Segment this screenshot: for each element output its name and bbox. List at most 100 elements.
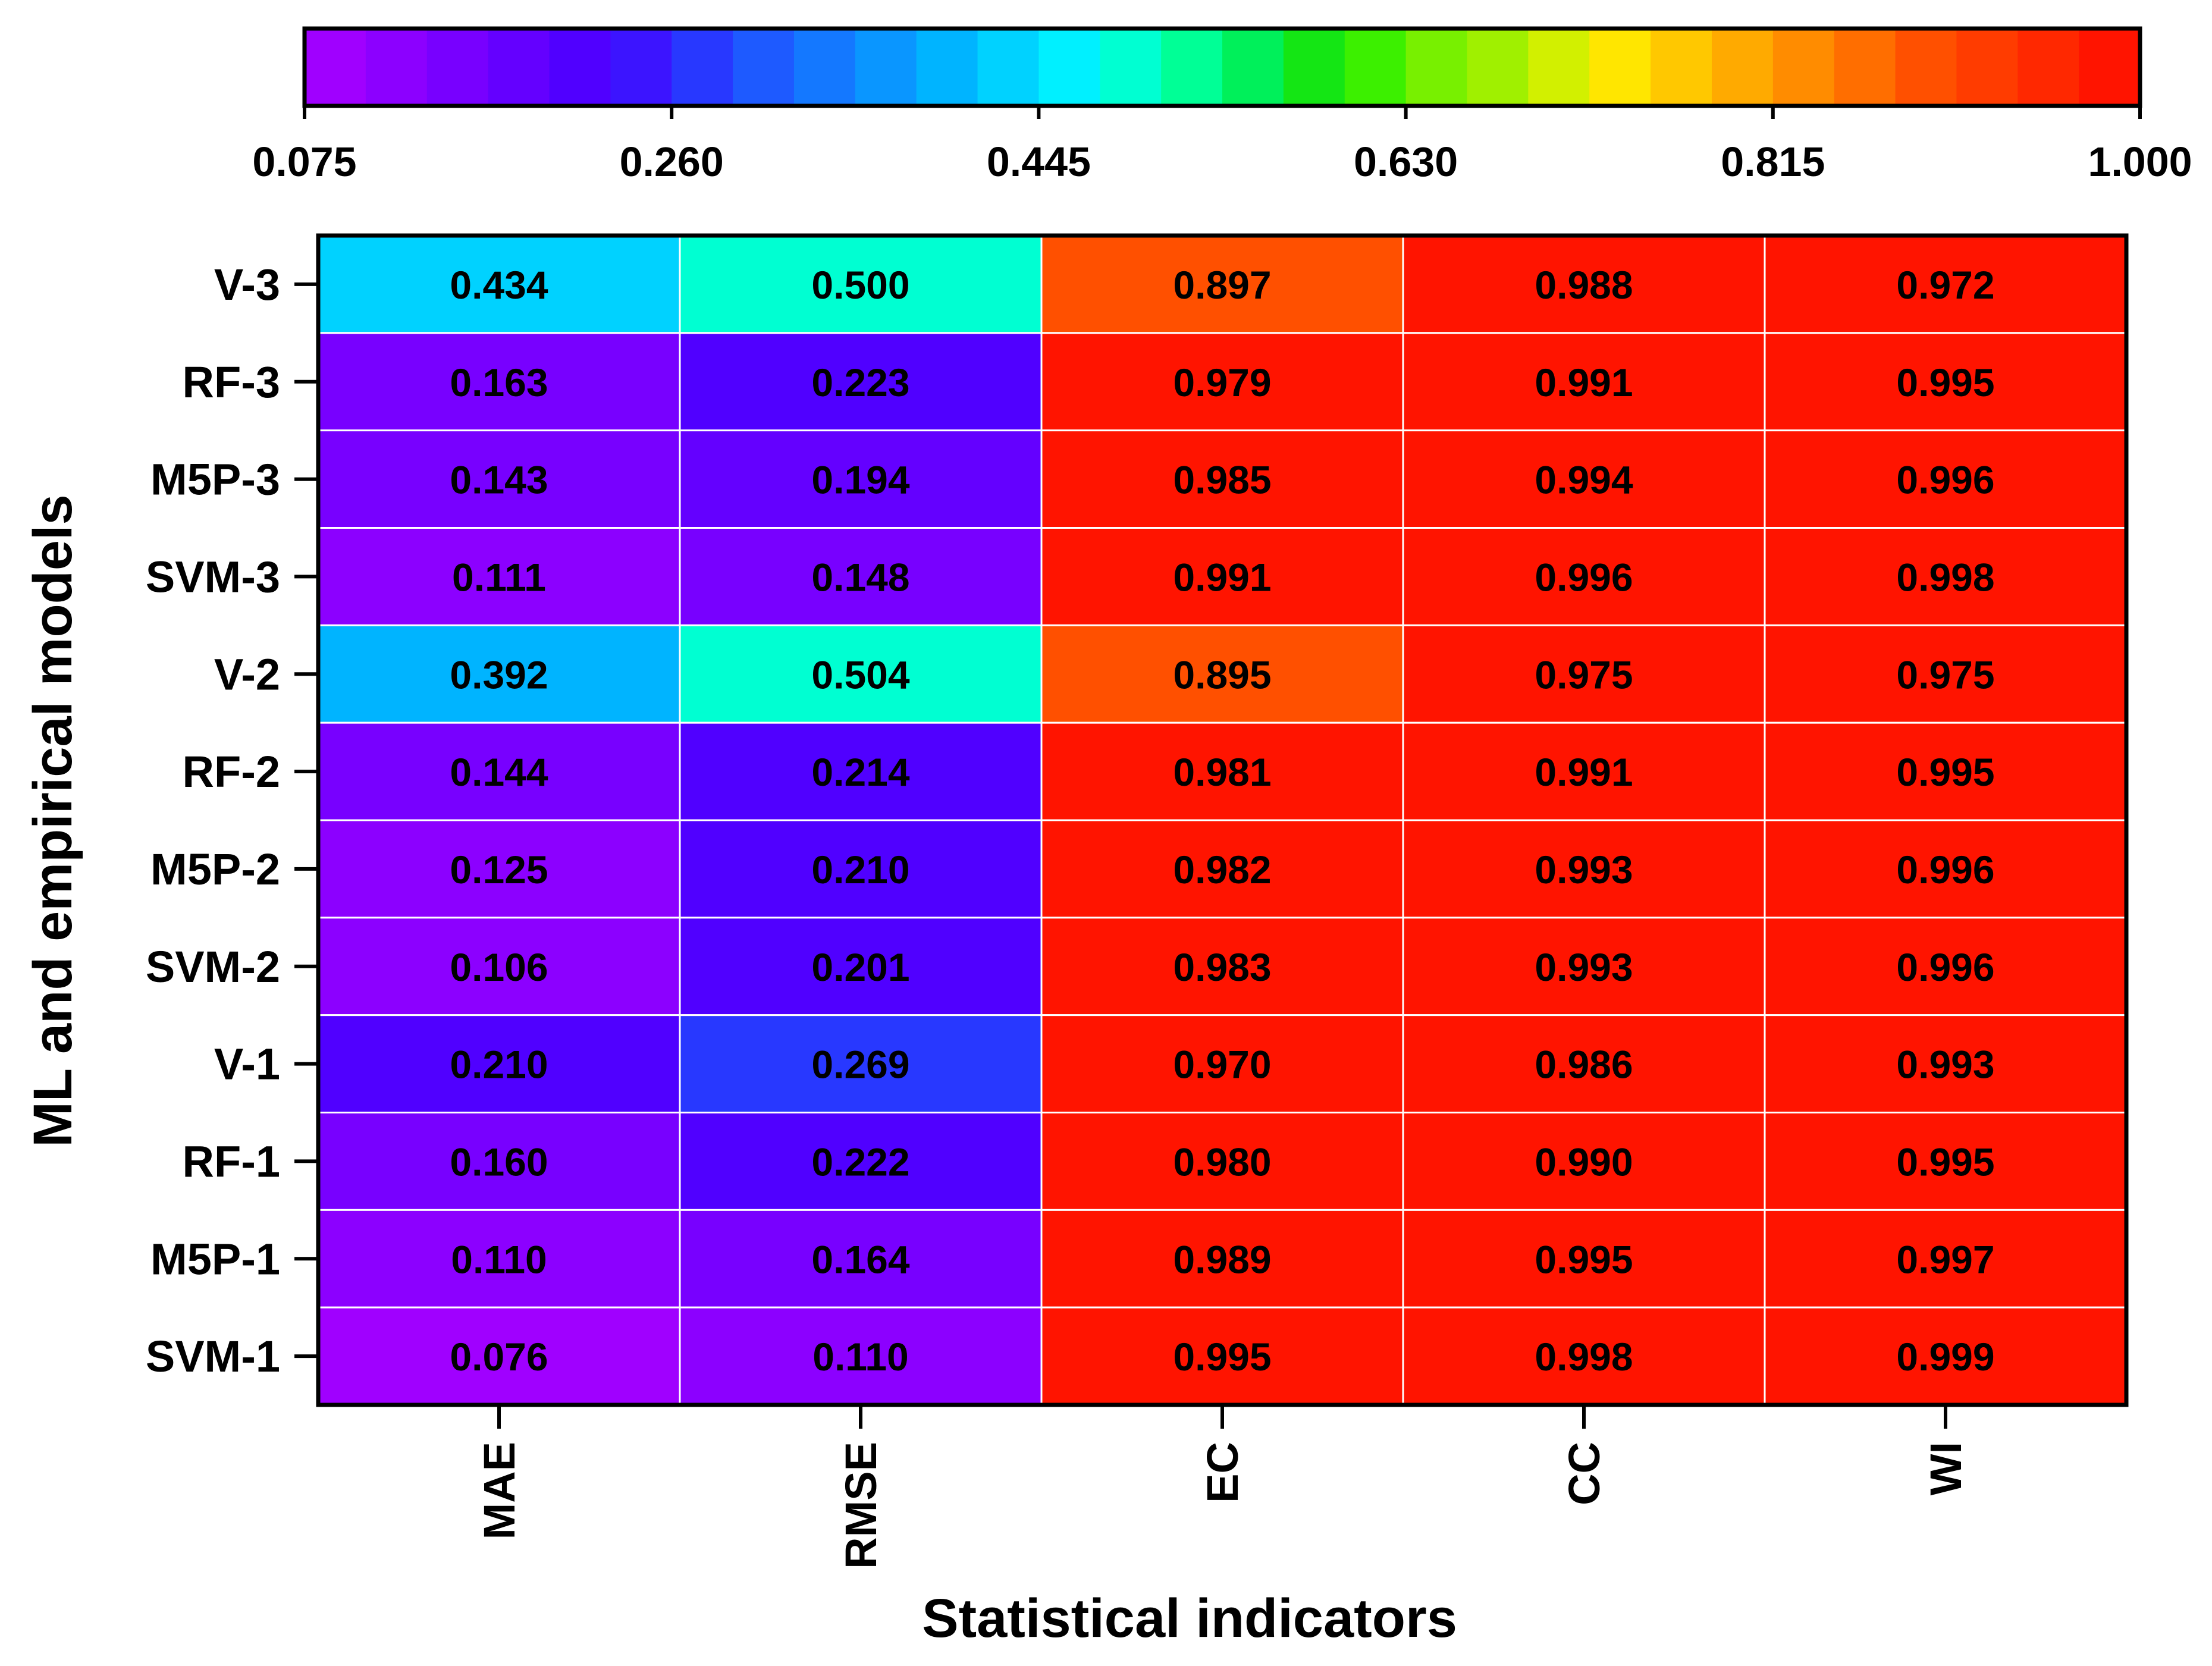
cell-value-label: 0.975 (1896, 652, 1994, 696)
cell-value-label: 0.999 (1896, 1335, 1994, 1379)
x-tick-label: WI (1921, 1442, 1971, 1495)
cell-value-label: 0.111 (452, 555, 546, 599)
cell-value-label: 0.988 (1535, 263, 1633, 307)
heatmap-cell (317, 429, 681, 529)
cell-value-label: 0.895 (1173, 652, 1271, 696)
x-axis: MAE RMSE EC CC WI (475, 1405, 1971, 1569)
heatmap-cell (1402, 624, 1766, 724)
cell-value-label: 0.210 (811, 848, 909, 892)
colorbar-ticks: 0.075 0.260 0.445 0.630 0.815 1.000 (252, 106, 2192, 185)
cell-value-label: 0.995 (1896, 1140, 1994, 1184)
heatmap-cell (1040, 721, 1404, 821)
heatmap-cell (1402, 721, 1766, 821)
y-tick-label: RF-3 (183, 357, 280, 407)
colorbar-segment (365, 29, 428, 106)
heatmap-cell (1402, 527, 1766, 626)
heatmap-cell (679, 429, 1043, 529)
y-tick-label: SVM-1 (146, 1332, 280, 1381)
colorbar-segment (1651, 29, 1712, 106)
cell-value-label: 0.163 (450, 360, 548, 404)
cell-value-label: 0.983 (1173, 945, 1271, 989)
y-tick-label: V-3 (214, 260, 280, 309)
heatmap-cell (317, 1014, 681, 1113)
cell-value-label: 0.996 (1896, 848, 1994, 892)
heatmap-cell (1764, 429, 2128, 529)
y-tick-label: M5P-1 (150, 1234, 280, 1284)
heatmap-cell (1040, 1306, 1404, 1406)
heatmap-cell (1040, 1209, 1404, 1309)
heatmap-cell (1040, 1014, 1404, 1113)
cell-value-label: 0.981 (1173, 750, 1271, 794)
heatmap-cell (679, 234, 1043, 334)
heatmap-cell (1764, 1112, 2128, 1211)
cell-value-label: 0.504 (811, 652, 909, 696)
cell-value-label: 0.148 (811, 555, 909, 599)
heatmap-cell (679, 527, 1043, 626)
heatmap-cell (679, 917, 1043, 1016)
heatmap-cell (317, 332, 681, 432)
y-tick-label: V-1 (214, 1040, 280, 1089)
colorbar-tick-label: 0.815 (1721, 139, 1825, 185)
cell-value-label: 0.996 (1896, 945, 1994, 989)
colorbar-segment (1344, 29, 1407, 106)
cell-value-label: 0.979 (1173, 360, 1271, 404)
heatmap-cell (679, 624, 1043, 724)
colorbar-segment (1038, 29, 1100, 106)
heatmap-cell (1402, 819, 1766, 919)
cell-value-label: 0.392 (450, 652, 548, 696)
heatmap-cell (1402, 1014, 1766, 1113)
cell-value-label: 0.996 (1535, 555, 1633, 599)
colorbar-segment (1100, 29, 1162, 106)
colorbar-segment (305, 29, 366, 106)
x-tick-label: EC (1198, 1442, 1247, 1503)
colorbar-segment (2079, 29, 2141, 106)
cell-value-label: 0.076 (450, 1335, 548, 1379)
heatmap-cell (1040, 527, 1404, 626)
heatmap-cell (679, 1112, 1043, 1211)
colorbar-segment (977, 29, 1039, 106)
cell-value-label: 0.986 (1535, 1043, 1633, 1087)
cell-value-label: 0.991 (1535, 360, 1633, 404)
heatmap-cell (679, 1306, 1043, 1406)
cell-value-label: 0.223 (811, 360, 909, 404)
heatmap-cell (1764, 917, 2128, 1016)
cell-value-label: 0.975 (1535, 652, 1633, 696)
y-tick-label: RF-2 (183, 747, 280, 796)
heatmap-cell (317, 624, 681, 724)
heatmap-cells: 0.434 0.500 0.897 0.988 0.972 0.163 0.223 0.979… (317, 234, 2128, 1406)
x-axis-title: Statistical indicators (922, 1588, 1457, 1649)
cell-value-label: 0.995 (1896, 750, 1994, 794)
heatmap-cell (1402, 429, 1766, 529)
heatmap-cell (679, 1014, 1043, 1113)
heatmap-cell (1040, 429, 1404, 529)
colorbar-segment (1834, 29, 1896, 106)
cell-value-label: 0.110 (812, 1335, 909, 1379)
colorbar-segment (426, 29, 489, 106)
cell-value-label: 0.210 (450, 1043, 548, 1087)
x-tick-label: MAE (475, 1442, 524, 1539)
cell-value-label: 0.164 (811, 1237, 909, 1281)
cell-value-label: 0.997 (1896, 1237, 1994, 1281)
colorbar (302, 26, 2142, 108)
cell-value-label: 0.991 (1535, 750, 1633, 794)
cell-value-label: 0.201 (811, 945, 909, 989)
y-tick-label: RF-1 (183, 1137, 280, 1186)
colorbar-segment (1161, 29, 1223, 106)
cell-value-label: 0.160 (450, 1140, 548, 1184)
cell-value-label: 0.972 (1896, 263, 1994, 307)
cell-value-label: 0.982 (1173, 848, 1271, 892)
cell-value-label: 0.995 (1896, 360, 1994, 404)
y-tick-label: SVM-3 (146, 552, 280, 601)
cell-value-label: 0.980 (1173, 1140, 1271, 1184)
y-axis: V-3 RF-3 M5P-3 SVM-3 V-2 RF-2 M5P-2 SVM-2 V-1 RF-… (146, 260, 318, 1381)
colorbar-segment (549, 29, 611, 106)
colorbar-segment (1283, 29, 1345, 106)
heatmap-cell (1764, 1014, 2128, 1113)
cell-value-label: 0.144 (450, 750, 548, 794)
cell-value-label: 0.993 (1535, 848, 1633, 892)
colorbar-tick-label: 0.260 (620, 139, 724, 185)
heatmap-cell (1764, 624, 2128, 724)
heatmap-cell (1402, 1306, 1766, 1406)
colorbar-tick-label: 0.075 (252, 139, 356, 185)
